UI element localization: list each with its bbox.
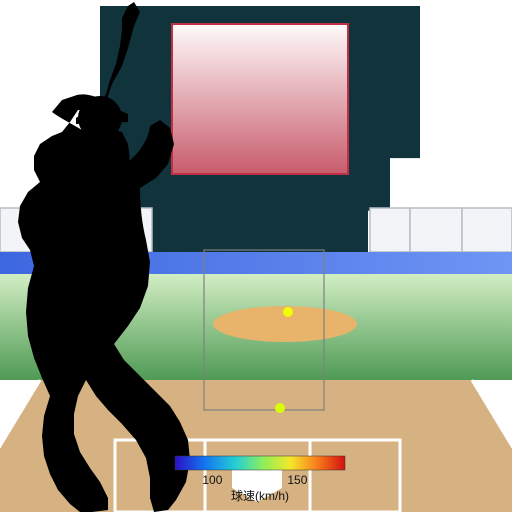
scoreboard-screen (172, 24, 348, 174)
scoreboard-base (152, 200, 368, 252)
pitch-marker (275, 403, 285, 413)
legend-tick: 150 (287, 473, 307, 487)
legend-label: 球速(km/h) (231, 489, 289, 503)
pitch-marker (283, 307, 293, 317)
legend-tick: 100 (202, 473, 222, 487)
pitch-location-chart: 100 150 球速(km/h) (0, 0, 512, 512)
